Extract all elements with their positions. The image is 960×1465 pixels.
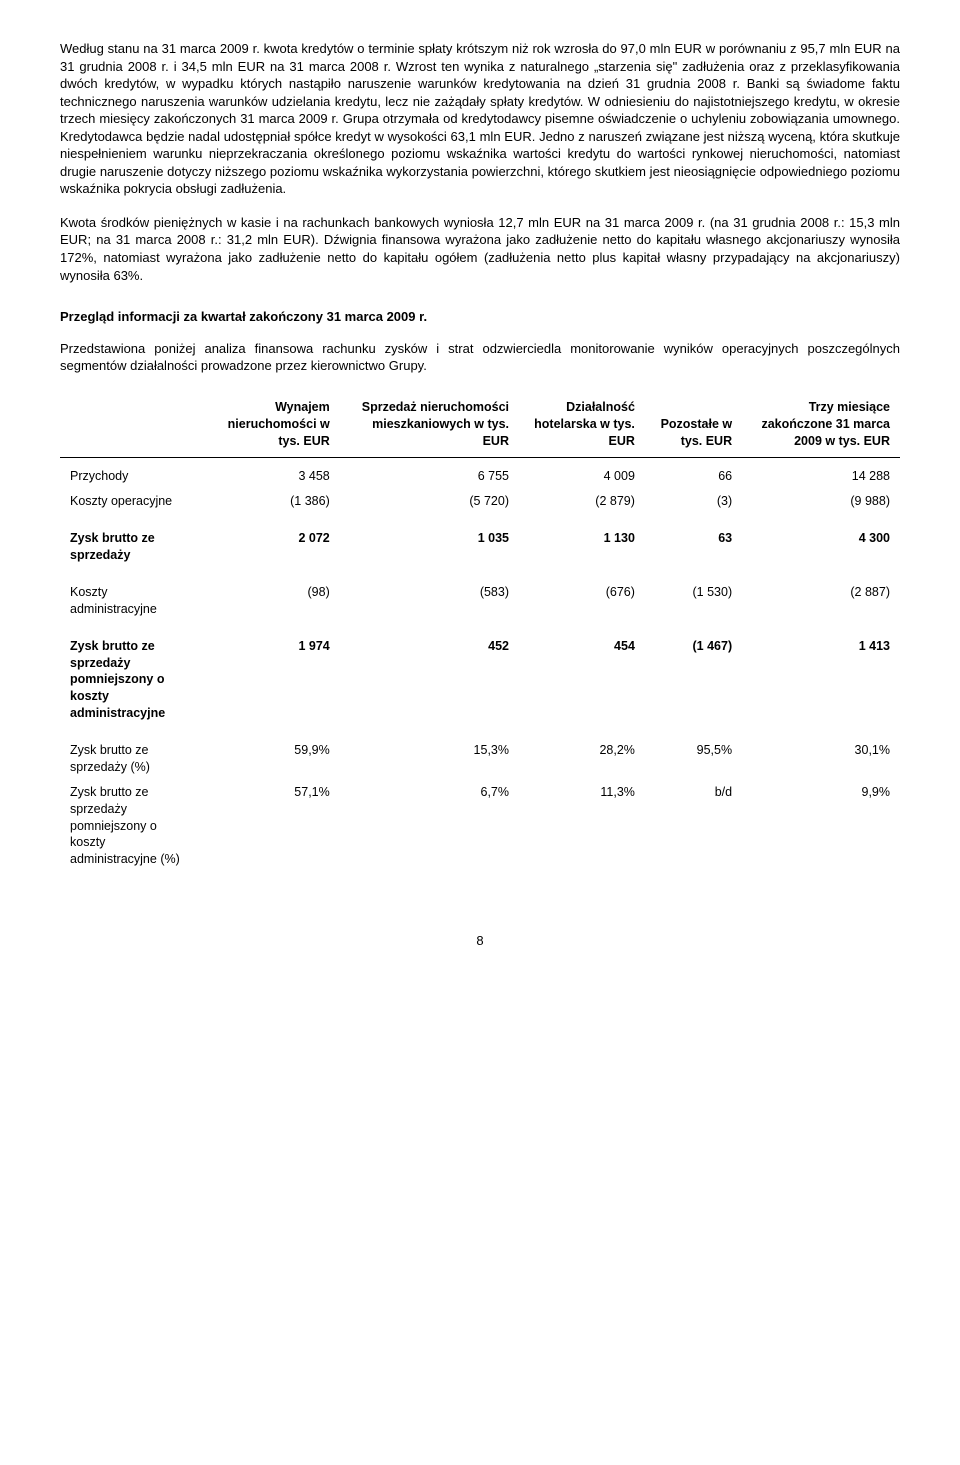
col-header-rental: Wynajem nieruchomości w tys. EUR (196, 395, 340, 458)
col-header-blank (60, 395, 196, 458)
table-row: Koszty operacyjne (1 386) (5 720) (2 879… (60, 489, 900, 520)
col-header-other: Pozostałe w tys. EUR (645, 395, 742, 458)
col-header-hotel: Działalność hotelarska w tys. EUR (519, 395, 645, 458)
table-header-row: Wynajem nieruchomości w tys. EUR Sprzeda… (60, 395, 900, 458)
table-row: Zysk brutto ze sprzedaży pomniejszony o … (60, 780, 900, 872)
cell: 57,1% (196, 780, 340, 872)
paragraph-1: Według stanu na 31 marca 2009 r. kwota k… (60, 40, 900, 198)
row-label: Koszty operacyjne (60, 489, 196, 520)
cell: 30,1% (742, 732, 900, 780)
cell: 4 300 (742, 520, 900, 574)
col-header-residential: Sprzedaż nieruchomości mieszkaniowych w … (340, 395, 519, 458)
cell: 454 (519, 628, 645, 732)
paragraph-3: Przedstawiona poniżej analiza finansowa … (60, 340, 900, 375)
cell: 6,7% (340, 780, 519, 872)
cell: 9,9% (742, 780, 900, 872)
table-row: Koszty administracyjne (98) (583) (676) … (60, 574, 900, 628)
row-label: Zysk brutto ze sprzedaży pomniejszony o … (60, 628, 196, 732)
cell: (1 530) (645, 574, 742, 628)
table-row: Zysk brutto ze sprzedaży pomniejszony o … (60, 628, 900, 732)
row-label: Zysk brutto ze sprzedaży (%) (60, 732, 196, 780)
row-label: Przychody (60, 458, 196, 489)
cell: 1 974 (196, 628, 340, 732)
cell: 1 130 (519, 520, 645, 574)
cell: (1 386) (196, 489, 340, 520)
cell: (2 879) (519, 489, 645, 520)
cell: 59,9% (196, 732, 340, 780)
financial-table: Wynajem nieruchomości w tys. EUR Sprzeda… (60, 395, 900, 872)
cell: (98) (196, 574, 340, 628)
cell: 66 (645, 458, 742, 489)
cell: 14 288 (742, 458, 900, 489)
table-row: Zysk brutto ze sprzedaży 2 072 1 035 1 1… (60, 520, 900, 574)
cell: (676) (519, 574, 645, 628)
cell: 1 413 (742, 628, 900, 732)
cell: (1 467) (645, 628, 742, 732)
section-heading: Przegląd informacji za kwartał zakończon… (60, 308, 900, 326)
paragraph-2: Kwota środków pieniężnych w kasie i na r… (60, 214, 900, 284)
cell: 63 (645, 520, 742, 574)
col-header-total: Trzy miesiące zakończone 31 marca 2009 w… (742, 395, 900, 458)
cell: 1 035 (340, 520, 519, 574)
cell: b/d (645, 780, 742, 872)
cell: (5 720) (340, 489, 519, 520)
row-label: Koszty administracyjne (60, 574, 196, 628)
cell: 15,3% (340, 732, 519, 780)
cell: 6 755 (340, 458, 519, 489)
cell: (3) (645, 489, 742, 520)
cell: (9 988) (742, 489, 900, 520)
table-row: Zysk brutto ze sprzedaży (%) 59,9% 15,3%… (60, 732, 900, 780)
cell: 3 458 (196, 458, 340, 489)
cell: 95,5% (645, 732, 742, 780)
cell: (583) (340, 574, 519, 628)
cell: (2 887) (742, 574, 900, 628)
table-row: Przychody 3 458 6 755 4 009 66 14 288 (60, 458, 900, 489)
cell: 4 009 (519, 458, 645, 489)
cell: 2 072 (196, 520, 340, 574)
cell: 28,2% (519, 732, 645, 780)
row-label: Zysk brutto ze sprzedaży (60, 520, 196, 574)
cell: 11,3% (519, 780, 645, 872)
row-label: Zysk brutto ze sprzedaży pomniejszony o … (60, 780, 196, 872)
cell: 452 (340, 628, 519, 732)
page-number: 8 (60, 932, 900, 950)
